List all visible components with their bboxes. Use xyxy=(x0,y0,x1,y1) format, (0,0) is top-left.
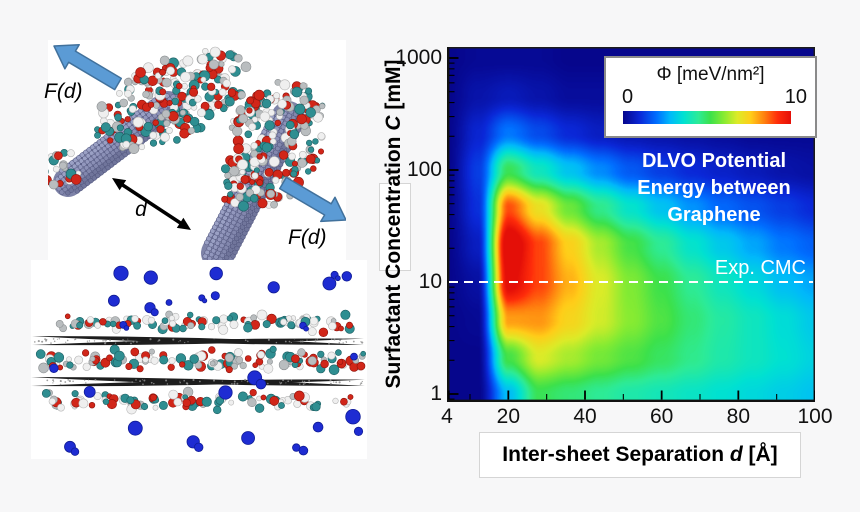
graphene-md-snapshot xyxy=(31,265,367,456)
y-tick-label: 10 xyxy=(418,270,442,293)
cmc-label: Exp. CMC xyxy=(714,257,806,279)
x-tick-label: 4 xyxy=(441,405,453,428)
panel-graphene-surfactant xyxy=(31,260,367,459)
y-tick-label: 1 xyxy=(430,382,442,405)
separation-label: d xyxy=(135,198,147,221)
colorbar-title: Φ [meV/nm²] xyxy=(656,64,765,85)
annotation-line-1: DLVO Potential xyxy=(641,150,787,172)
colorbar-gradient xyxy=(623,111,791,124)
colorbar-legend: Φ [meV/nm²] 0 10 xyxy=(604,56,817,138)
x-tick-label: 100 xyxy=(797,405,833,428)
chart-annotation: DLVO Potential Energy between Graphene xyxy=(590,148,838,229)
x-axis-label-units: [Å] xyxy=(742,443,778,466)
y-tick-label: 100 xyxy=(406,158,442,181)
x-tick-label: 60 xyxy=(649,405,674,428)
x-axis-label-symbol: d xyxy=(729,443,743,466)
x-axis-label-text: Inter-sheet Separation xyxy=(502,443,730,466)
y-axis-label-box xyxy=(379,183,411,271)
x-tick-label: 40 xyxy=(573,405,597,428)
annotation-line-2: Energy between xyxy=(637,177,791,199)
cmc-dashed-line xyxy=(449,281,813,283)
force-label-left: F(d) xyxy=(44,80,83,103)
y-tick-label: 1000 xyxy=(395,46,442,69)
force-label-right: F(d) xyxy=(288,226,327,249)
colorbar-max-label: 10 xyxy=(784,86,807,108)
annotation-line-3: Graphene xyxy=(667,204,761,226)
y-axis-label-symbol: C xyxy=(382,115,405,131)
panel-nanotube-forces: F(d) d F(d) xyxy=(44,40,346,262)
x-tick-label: 20 xyxy=(496,405,520,428)
colorbar-min-label: 0 xyxy=(622,86,634,108)
x-axis-label: Inter-sheet Separation d [Å] xyxy=(479,432,801,478)
x-tick-label: 80 xyxy=(726,405,750,428)
nanotube-md-snapshot xyxy=(48,43,346,262)
